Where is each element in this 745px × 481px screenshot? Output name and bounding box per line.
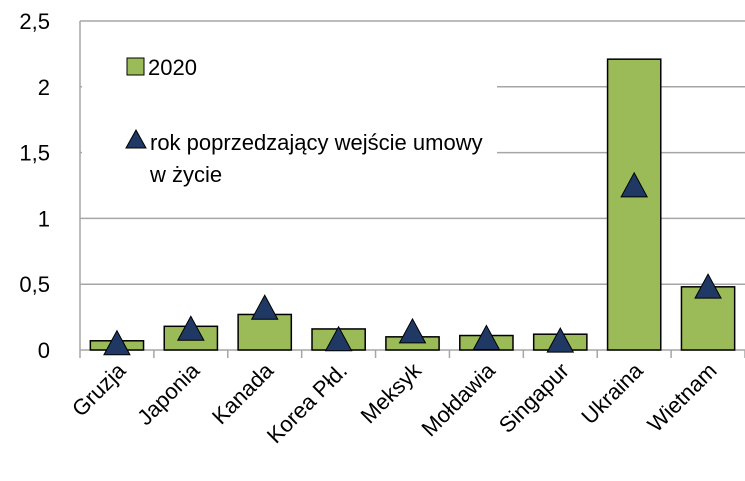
x-tick-label: Japonia: [132, 357, 205, 430]
marker: [398, 317, 427, 344]
marker: [324, 325, 353, 352]
y-tick-label: 0,5: [19, 272, 50, 297]
x-tick-label: Korea Płd.: [262, 358, 352, 448]
y-tick-label: 2: [38, 75, 50, 100]
x-tick-label: Gruzja: [67, 357, 131, 421]
marker: [103, 329, 131, 356]
x-tick-label: Singapur: [494, 358, 574, 438]
marker: [694, 273, 722, 299]
y-tick-label: 1,5: [19, 141, 50, 166]
x-tick-label: Meksyk: [356, 357, 427, 428]
legend-swatch: [125, 128, 147, 149]
legend-bg: [82, 40, 497, 205]
y-tick-label: 2,5: [19, 9, 50, 34]
marker: [472, 324, 501, 350]
marker: [250, 294, 279, 320]
legend-swatch: [126, 57, 145, 76]
legend-box: rok poprzedzający wejście umowy w życie: [150, 130, 483, 187]
x-tick-label: Kanada: [207, 357, 279, 429]
y-tick-label: 1: [38, 206, 50, 231]
marker: [620, 171, 649, 198]
marker: [176, 315, 205, 341]
legend-label: 2020: [148, 55, 197, 80]
y-tick-label: 0: [38, 338, 50, 363]
bar: [606, 58, 662, 351]
bar: [237, 313, 293, 351]
x-tick-label: Ukraina: [576, 357, 648, 429]
legend-label: rok poprzedzający wejście umowy w życie: [150, 130, 483, 187]
marker: [546, 327, 575, 353]
x-tick-label: Wietnam: [643, 358, 722, 437]
x-tick-label: Mołdawia: [417, 357, 501, 441]
